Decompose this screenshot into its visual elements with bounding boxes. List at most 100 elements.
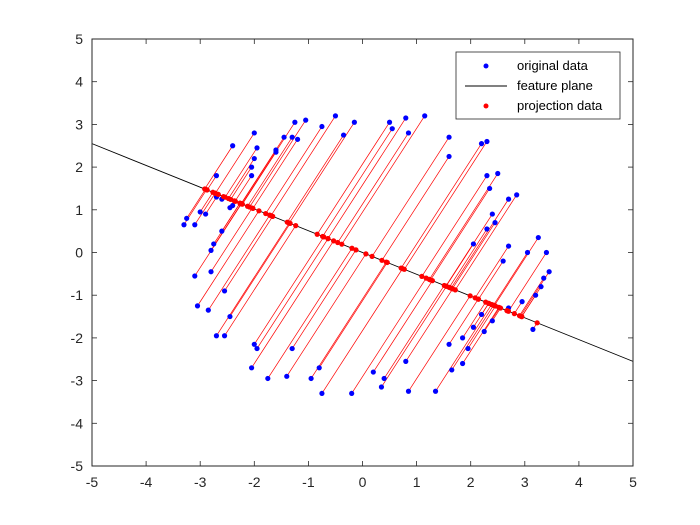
projection-connector <box>429 173 499 280</box>
feature-plane-line <box>91 143 634 362</box>
original-data-point <box>405 388 412 394</box>
y-tick-label: -1 <box>71 287 84 303</box>
projection-connector <box>224 225 297 336</box>
projection-data-point <box>220 193 227 200</box>
projection-data-point <box>293 223 299 229</box>
original-data-point <box>459 360 466 367</box>
x-tick-label: -4 <box>140 474 153 490</box>
projection-data-point <box>353 247 359 253</box>
original-data-point <box>281 134 287 140</box>
projection-connector <box>405 288 453 362</box>
original-data-point <box>227 313 233 320</box>
projection-connector <box>204 145 233 190</box>
projection-connector <box>249 119 306 208</box>
original-data-point <box>446 153 452 160</box>
original-data-point <box>251 155 257 162</box>
projection-connector <box>455 194 517 291</box>
projection-connector <box>270 115 336 216</box>
original-data-point <box>489 318 495 324</box>
original-data-point <box>405 130 412 136</box>
original-data-point <box>251 341 257 347</box>
projection-data-point <box>335 239 341 246</box>
y-axis-ticks: -5 -4 -3 -2 -1 0 1 2 3 4 5 <box>71 31 633 474</box>
projection-connector <box>215 132 255 194</box>
projection-connector <box>351 277 427 394</box>
original-data-point <box>308 375 314 382</box>
projection-data-point <box>263 210 269 217</box>
original-data-point <box>203 211 209 217</box>
original-data-point <box>248 173 255 179</box>
original-data-point <box>349 390 355 397</box>
projection-connector <box>448 298 479 345</box>
projection-connector <box>286 134 344 223</box>
original-data-point <box>446 134 452 140</box>
original-data-point <box>546 269 552 275</box>
original-data-point <box>221 333 228 339</box>
x-tick-label: 1 <box>413 474 421 490</box>
original-data-point <box>230 202 236 209</box>
projection-data-point <box>504 308 510 314</box>
original-data-point <box>192 273 198 279</box>
projection-data-point <box>519 314 525 320</box>
feature-plane <box>91 143 634 362</box>
original-data-point <box>208 269 214 275</box>
original-data-point <box>219 228 225 234</box>
original-data-point <box>289 134 295 140</box>
legend-marker-projection <box>483 103 489 109</box>
projection-connector <box>467 305 496 349</box>
projection-data-point <box>384 259 390 266</box>
y-tick-label: 4 <box>75 74 83 90</box>
projection-data-point <box>267 212 273 218</box>
original-data-point <box>303 117 309 123</box>
original-data-point <box>254 345 260 352</box>
projection-connector <box>186 189 206 219</box>
projection-data-point <box>325 236 331 242</box>
projection-data-point <box>331 238 337 244</box>
projection-connector <box>508 252 547 312</box>
original-data-point <box>484 173 490 179</box>
legend-label-original: original data <box>517 58 589 73</box>
original-data-point <box>543 249 550 256</box>
original-data-point <box>211 241 217 247</box>
projection-connector <box>451 305 494 371</box>
original-data-point <box>294 136 301 142</box>
x-tick-label: -2 <box>248 474 261 490</box>
original-data-point <box>289 345 295 352</box>
projection-connector <box>194 193 216 225</box>
original-data-point <box>292 119 298 125</box>
legend-marker-original <box>483 63 489 69</box>
y-tick-label: 0 <box>75 245 83 261</box>
projection-connector <box>448 228 488 288</box>
original-data-point <box>194 303 201 309</box>
original-data-point <box>273 149 279 155</box>
original-data-point <box>284 373 290 379</box>
projection-data-point <box>349 245 355 251</box>
projection-data-point <box>232 198 238 204</box>
projection-data-point <box>244 203 251 209</box>
original-data-point <box>500 258 506 264</box>
original-data-point <box>319 123 325 130</box>
projection-connector <box>256 238 329 349</box>
projection-connector <box>327 117 407 239</box>
projection-data-point <box>369 253 375 259</box>
original-data-point <box>519 299 525 305</box>
projection-connector <box>197 210 260 307</box>
original-data-point <box>432 388 439 394</box>
projection-connectors <box>183 115 550 394</box>
projection-connector <box>435 304 492 392</box>
original-data-point <box>386 119 393 125</box>
original-data-point <box>370 369 376 375</box>
projection-connector <box>210 207 253 272</box>
projection-connector <box>229 223 291 317</box>
projection-connector <box>286 253 367 377</box>
original-data-point <box>533 292 539 298</box>
original-data-point <box>538 284 544 290</box>
original-data-point <box>495 170 501 177</box>
projection-connector <box>247 137 293 207</box>
x-tick-label: 5 <box>629 474 637 490</box>
original-data-point <box>378 384 385 390</box>
original-data-point <box>422 113 428 119</box>
projection-data-point <box>496 304 502 310</box>
original-data-point <box>192 222 198 228</box>
projection-connector <box>430 188 490 281</box>
